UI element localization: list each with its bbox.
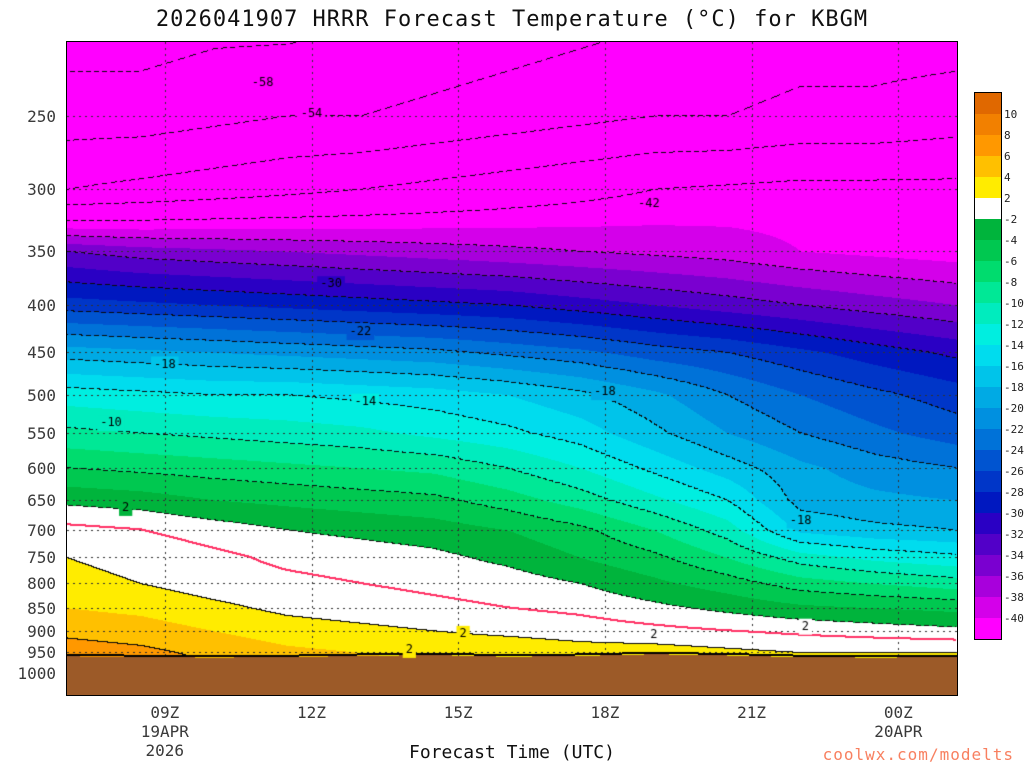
- time-tick-label: 21Z: [737, 703, 767, 722]
- pressure-tick-label: 950: [27, 643, 56, 663]
- colorbar-tick-label: -32: [1004, 528, 1024, 541]
- colorbar-band: [975, 555, 1001, 576]
- colorbar-tick-label: -24: [1004, 444, 1024, 457]
- colorbar-band: [975, 219, 1001, 240]
- colorbar-tick-label: -12: [1004, 318, 1024, 331]
- colorbar-band: [975, 345, 1001, 366]
- colorbar-tick-label: -8: [1004, 276, 1018, 289]
- colorbar-tick-label: -22: [1004, 423, 1024, 436]
- time-tick-label: 09Z: [150, 703, 180, 722]
- colorbar-tick-label: -26: [1004, 465, 1024, 478]
- colorbar-tick-label: -30: [1004, 507, 1024, 520]
- colorbar-band: [975, 492, 1001, 513]
- colorbar-tick-label: 6: [1004, 150, 1011, 163]
- colorbar-band: [975, 471, 1001, 492]
- colorbar-tick-label: -16: [1004, 360, 1024, 373]
- pressure-tick-label: 800: [27, 574, 56, 594]
- colorbar-band: [975, 366, 1001, 387]
- pressure-tick-label: 600: [27, 458, 56, 478]
- pressure-tick-label: 500: [27, 385, 56, 405]
- colorbar-tick-label: 4: [1004, 171, 1011, 184]
- colorbar-band: [975, 429, 1001, 450]
- colorbar-band: [975, 135, 1001, 156]
- time-tick-label: 00Z: [883, 703, 913, 722]
- colorbar-tick-label: -40: [1004, 612, 1024, 625]
- pressure-tick-label: 700: [27, 520, 56, 540]
- colorbar-tick-label: -38: [1004, 591, 1024, 604]
- time-tick-label: 12Z: [297, 703, 326, 722]
- date-label: 19APR: [140, 722, 189, 741]
- pressure-tick-label: 850: [27, 598, 56, 618]
- time-tick-label: 18Z: [590, 703, 620, 722]
- colorbar-band: [975, 387, 1001, 408]
- colorbar-tick-label: -4: [1004, 234, 1018, 247]
- pressure-tick-label: 900: [27, 621, 56, 641]
- pressure-tick-label: 250: [27, 106, 56, 126]
- colorbar-tick-label: 8: [1004, 129, 1011, 142]
- colorbar-band: [975, 597, 1001, 618]
- colorbar-band: [975, 198, 1001, 219]
- colorbar-tick-label: -2: [1004, 213, 1018, 226]
- colorbar-tick-label: -28: [1004, 486, 1024, 499]
- colorbar-tick-label: -34: [1004, 549, 1024, 562]
- colorbar-band: [975, 177, 1001, 198]
- time-tick-label: 15Z: [443, 703, 473, 722]
- colorbar-band: [975, 450, 1001, 471]
- pressure-tick-label: 1000: [17, 664, 56, 684]
- colorbar-band: [975, 324, 1001, 345]
- watermark: coolwx.com/modelts: [822, 745, 1014, 764]
- pressure-tick-label: 450: [27, 343, 56, 363]
- colorbar-tick-label: 10: [1004, 108, 1018, 121]
- pressure-tick-label: 750: [27, 548, 56, 568]
- pressure-tick-label: 400: [27, 295, 56, 315]
- colorbar-band: [975, 534, 1001, 555]
- pressure-tick-label: 300: [27, 180, 56, 200]
- colorbar-band: [975, 240, 1001, 261]
- colorbar-band: [975, 303, 1001, 324]
- colorbar-tick-label: 2: [1004, 192, 1011, 205]
- temperature-cross-section-canvas: [66, 41, 958, 696]
- date-label: 20APR: [874, 722, 923, 741]
- chart-title: 2026041907 HRRR Forecast Temperature (°C…: [155, 7, 869, 32]
- colorbar-tick-label: -10: [1004, 297, 1024, 310]
- colorbar-tick-label: -20: [1004, 402, 1024, 415]
- x-axis-title: Forecast Time (UTC): [409, 742, 615, 763]
- colorbar-band: [975, 408, 1001, 429]
- colorbar-band: [975, 282, 1001, 303]
- colorbar-tick-label: -14: [1004, 339, 1024, 352]
- colorbar-band: [975, 114, 1001, 135]
- colorbar-tick-label: -18: [1004, 381, 1024, 394]
- pressure-tick-label: 550: [27, 423, 56, 443]
- colorbar: [974, 92, 1002, 640]
- colorbar-band: [975, 261, 1001, 282]
- colorbar-band: [975, 618, 1001, 639]
- colorbar-tick-label: -6: [1004, 255, 1018, 268]
- pressure-tick-label: 350: [27, 242, 56, 262]
- colorbar-band: [975, 93, 1001, 114]
- colorbar-band: [975, 156, 1001, 177]
- colorbar-band: [975, 513, 1001, 534]
- colorbar-tick-label: -36: [1004, 570, 1024, 583]
- colorbar-band: [975, 576, 1001, 597]
- pressure-tick-label: 650: [27, 490, 56, 510]
